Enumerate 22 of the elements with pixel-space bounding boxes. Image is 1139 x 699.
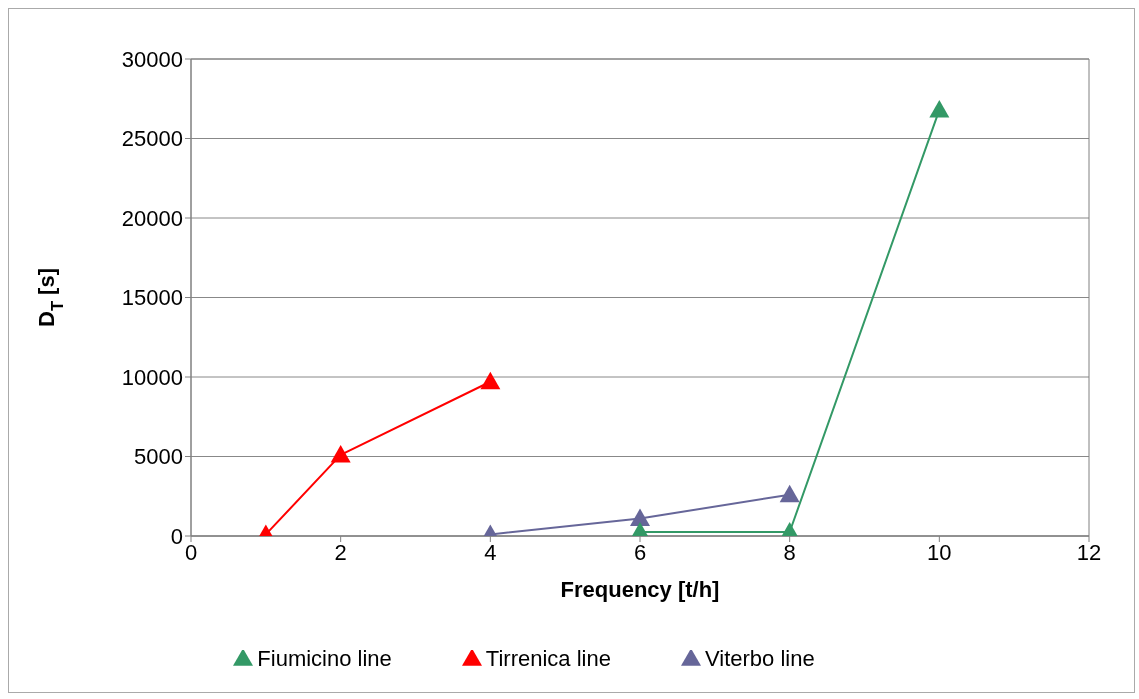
x-tick-label: 6 (633, 539, 647, 565)
y-tick-label: 10000 (121, 364, 183, 390)
x-tick-label: 4 (484, 539, 497, 565)
y-tick-label: 5000 (134, 444, 183, 470)
point (480, 371, 501, 390)
legend-label: Viterbo line (704, 646, 815, 671)
y-tick-label: 25000 (121, 126, 183, 152)
y-tick-label: 0 (170, 523, 183, 549)
y-tick-label: 30000 (121, 46, 183, 72)
x-axis-title: Frequency [t/h] (560, 576, 720, 602)
legend-label: Fiumicino line (257, 646, 392, 671)
x-tick-label: 10 (927, 539, 952, 565)
point (929, 99, 950, 118)
point (330, 444, 351, 463)
point (779, 484, 800, 503)
x-tick-label: 12 (1076, 539, 1102, 565)
x-tick-label: 2 (334, 539, 347, 565)
y-tick-label: 15000 (121, 285, 183, 311)
legend-label: Tirrenica line (485, 646, 611, 671)
y-tick-label: 20000 (121, 205, 183, 231)
x-tick-label: 8 (783, 539, 796, 565)
point (630, 508, 650, 527)
